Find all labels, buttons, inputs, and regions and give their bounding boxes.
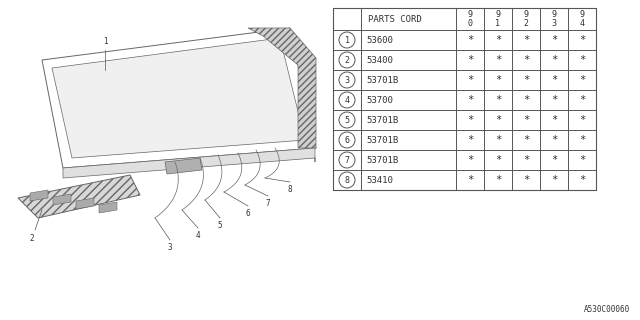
Text: *: *	[551, 95, 557, 105]
Text: 8: 8	[288, 185, 292, 194]
Text: *: *	[579, 55, 585, 65]
Text: 6: 6	[246, 209, 250, 218]
Text: *: *	[495, 35, 501, 45]
Text: 1: 1	[102, 37, 108, 46]
Polygon shape	[18, 175, 140, 218]
Polygon shape	[165, 158, 202, 174]
Text: 9
0: 9 0	[467, 10, 472, 28]
Text: *: *	[551, 75, 557, 85]
Text: *: *	[495, 75, 501, 85]
Polygon shape	[248, 28, 316, 148]
Bar	[333, 8, 596, 190]
Text: *: *	[523, 95, 529, 105]
Text: *: *	[495, 95, 501, 105]
Text: 1: 1	[344, 36, 349, 44]
Text: *: *	[467, 35, 473, 45]
Text: *: *	[551, 35, 557, 45]
Polygon shape	[52, 38, 305, 158]
Polygon shape	[30, 190, 48, 201]
Text: *: *	[523, 155, 529, 165]
Text: *: *	[523, 75, 529, 85]
Text: *: *	[579, 115, 585, 125]
Text: *: *	[523, 175, 529, 185]
Text: *: *	[579, 175, 585, 185]
Text: 53701B: 53701B	[366, 76, 398, 84]
Text: 53400: 53400	[366, 55, 393, 65]
Text: *: *	[579, 95, 585, 105]
Text: *: *	[467, 55, 473, 65]
Text: 53701B: 53701B	[366, 116, 398, 124]
Text: *: *	[467, 155, 473, 165]
Text: *: *	[467, 135, 473, 145]
Text: *: *	[467, 95, 473, 105]
Text: 2: 2	[344, 55, 349, 65]
Text: *: *	[523, 55, 529, 65]
Text: *: *	[579, 75, 585, 85]
Text: *: *	[551, 175, 557, 185]
Text: *: *	[551, 135, 557, 145]
Text: 8: 8	[344, 175, 349, 185]
Polygon shape	[99, 202, 117, 213]
Text: 9
2: 9 2	[524, 10, 529, 28]
Text: *: *	[523, 135, 529, 145]
Text: 6: 6	[344, 135, 349, 145]
Text: 5: 5	[344, 116, 349, 124]
Text: *: *	[467, 115, 473, 125]
Text: 53700: 53700	[366, 95, 393, 105]
Polygon shape	[53, 194, 71, 205]
Text: *: *	[579, 155, 585, 165]
Text: *: *	[467, 175, 473, 185]
Text: PARTS CORD: PARTS CORD	[367, 14, 421, 23]
Text: *: *	[523, 35, 529, 45]
Text: *: *	[551, 155, 557, 165]
Text: *: *	[495, 175, 501, 185]
Text: 53600: 53600	[366, 36, 393, 44]
Text: 53701B: 53701B	[366, 135, 398, 145]
Text: 7: 7	[266, 199, 270, 208]
Text: 3: 3	[344, 76, 349, 84]
Text: 9
4: 9 4	[579, 10, 584, 28]
Text: 9
3: 9 3	[552, 10, 557, 28]
Text: 3: 3	[168, 243, 172, 252]
Polygon shape	[63, 148, 315, 178]
Text: *: *	[495, 115, 501, 125]
Text: *: *	[551, 55, 557, 65]
Text: 4: 4	[196, 231, 200, 240]
Polygon shape	[76, 198, 94, 209]
Text: 53701B: 53701B	[366, 156, 398, 164]
Text: 53410: 53410	[366, 175, 393, 185]
Text: 7: 7	[344, 156, 349, 164]
Text: *: *	[495, 155, 501, 165]
Text: *: *	[495, 55, 501, 65]
Text: 5: 5	[218, 221, 222, 230]
Text: *: *	[523, 115, 529, 125]
Text: 4: 4	[344, 95, 349, 105]
Text: *: *	[467, 75, 473, 85]
Text: *: *	[579, 35, 585, 45]
Text: 9
1: 9 1	[495, 10, 500, 28]
Text: *: *	[579, 135, 585, 145]
Text: *: *	[551, 115, 557, 125]
Text: 2: 2	[29, 234, 35, 243]
Text: A530C00060: A530C00060	[584, 305, 630, 314]
Text: *: *	[495, 135, 501, 145]
